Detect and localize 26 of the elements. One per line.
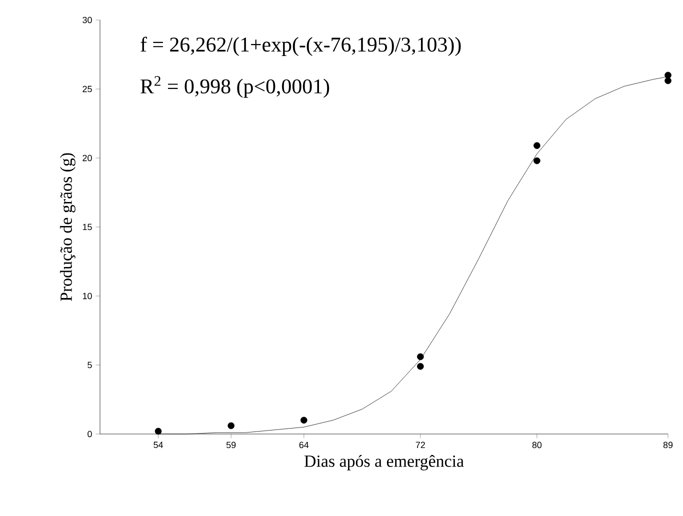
x-tick-label: 59 (226, 442, 236, 448)
x-tick-label: 72 (416, 442, 425, 448)
x-tick-label: 80 (532, 442, 542, 448)
y-tick-label: 20 (82, 154, 92, 162)
x-tick-label: 54 (154, 442, 163, 448)
y-axis-title: Produção de grãos (g) (60, 153, 76, 302)
y-tick-label: 25 (82, 86, 92, 92)
x-axis-title: Dias após a emergência (304, 454, 464, 470)
point (417, 353, 424, 360)
point (417, 362, 424, 370)
y-tick-label: 5 (88, 362, 92, 368)
point (154, 428, 162, 435)
point (534, 142, 540, 149)
point (534, 157, 540, 164)
y-tick-label: 0 (88, 430, 92, 438)
x-tick-label: 64 (299, 442, 309, 448)
point (228, 422, 234, 430)
y-tick-label: 10 (82, 292, 92, 300)
point (664, 77, 672, 84)
y-tick-label: 30 (82, 16, 92, 24)
y-tick-label: 15 (82, 224, 92, 230)
point (300, 416, 308, 424)
x-tick-label: 89 (663, 442, 673, 448)
annotation: f = 26,262/(1+exp(-(x-76,195)/3,103)) (140, 36, 461, 56)
point (664, 72, 672, 79)
annotation: R$^{2}$ = 0,998 (p<0,0001) (140, 76, 330, 98)
